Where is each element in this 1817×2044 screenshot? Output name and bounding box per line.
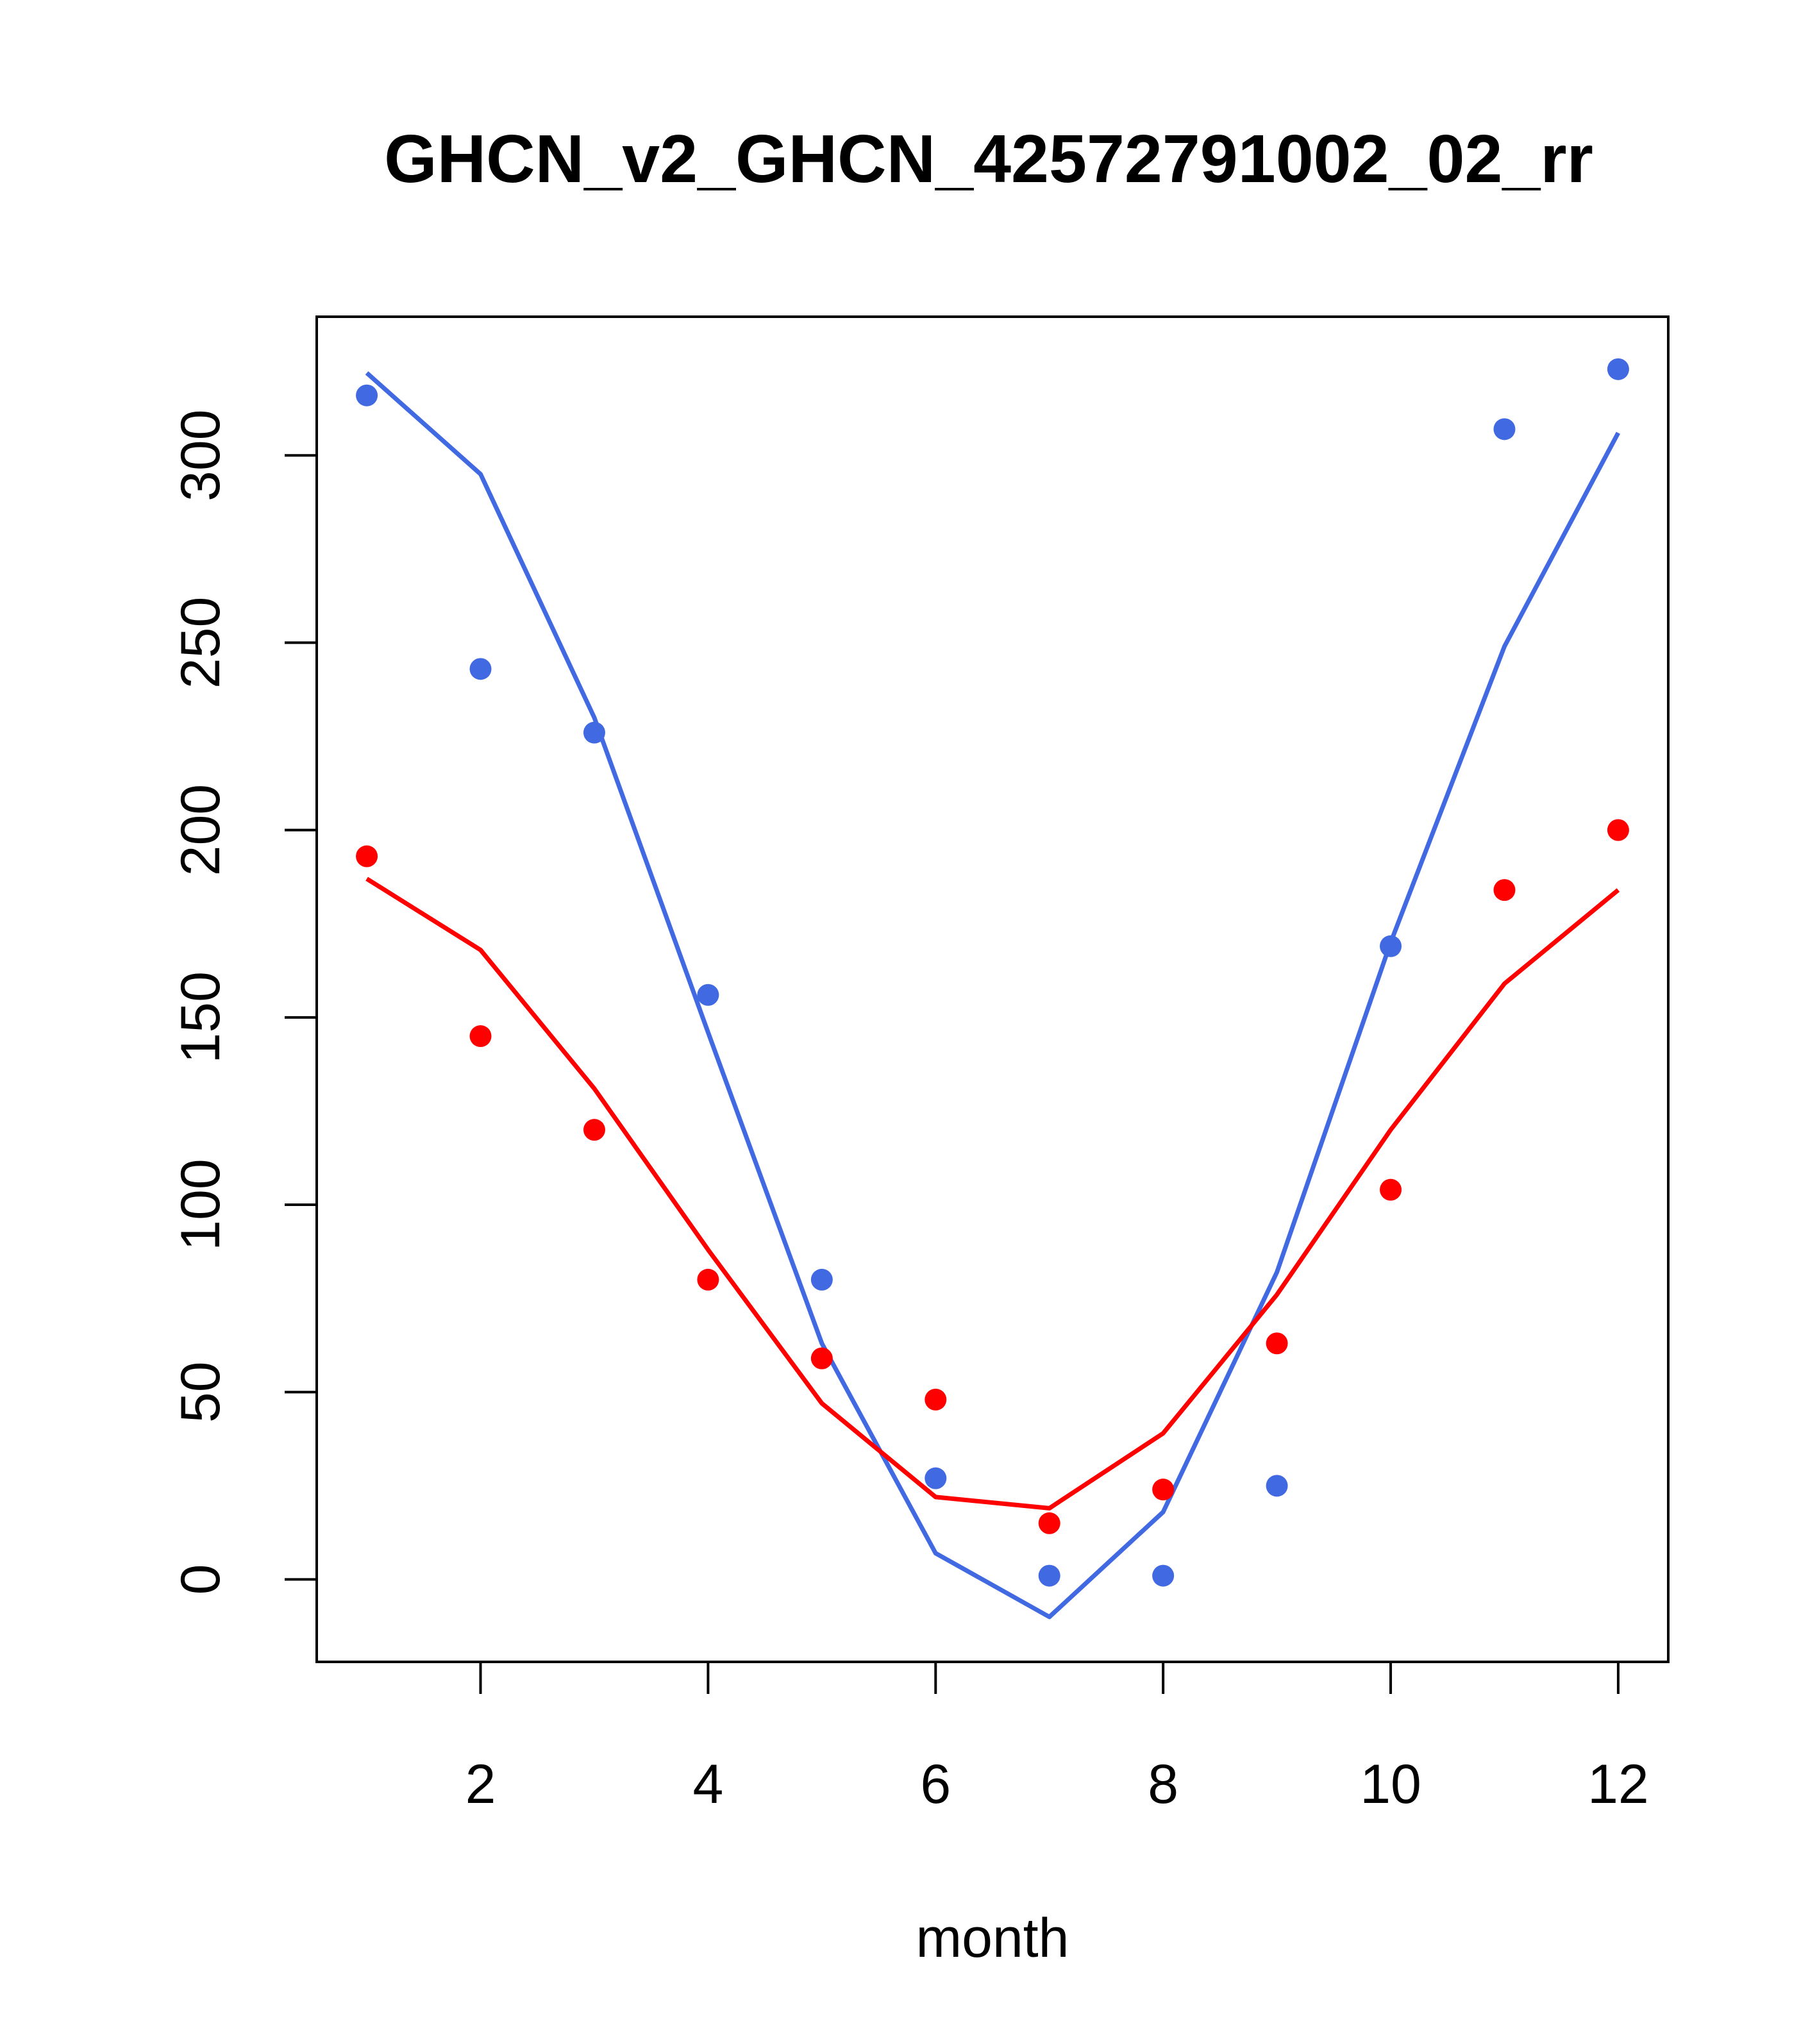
data-point	[925, 1388, 947, 1411]
data-point	[925, 1467, 947, 1489]
series-layer	[356, 358, 1629, 1620]
data-point	[1266, 1475, 1288, 1497]
data-point	[1266, 1332, 1288, 1355]
x-tick-label: 10	[1360, 1754, 1421, 1815]
data-point	[1038, 1564, 1060, 1587]
series-line	[365, 371, 1621, 1620]
data-point	[1493, 418, 1516, 440]
data-point	[1493, 879, 1516, 901]
data-point	[1152, 1564, 1175, 1587]
y-tick-label: 0	[170, 1564, 231, 1595]
data-point	[697, 1268, 719, 1291]
x-axis-label: month	[916, 1907, 1069, 1969]
y-tick-label: 50	[170, 1361, 231, 1423]
series-2	[356, 819, 1629, 1534]
plot-frame	[315, 315, 1670, 1663]
y-tick-label: 250	[170, 597, 231, 689]
data-point	[1607, 358, 1629, 380]
data-point	[1607, 819, 1629, 841]
y-tick-label: 150	[170, 971, 231, 1064]
y-tick-label: 300	[170, 409, 231, 501]
x-tick-label: 8	[1148, 1754, 1178, 1815]
series-1	[356, 358, 1629, 1620]
data-point	[810, 1347, 833, 1370]
x-axis: 2 4 6 8 10 12	[465, 1661, 1649, 1815]
data-point	[469, 1025, 492, 1048]
x-tick-label: 6	[920, 1754, 951, 1815]
data-point	[1380, 1178, 1402, 1201]
x-tick-label: 12	[1587, 1754, 1649, 1815]
data-point	[356, 384, 378, 406]
data-point	[697, 984, 719, 1006]
y-tick-label: 200	[170, 784, 231, 876]
series-line	[365, 876, 1620, 1511]
data-point	[583, 1119, 605, 1141]
data-point	[356, 845, 378, 867]
y-axis: 0 50 100 150 200 250 300	[170, 409, 318, 1595]
data-point	[583, 721, 605, 744]
data-point	[469, 658, 492, 680]
data-point	[1038, 1512, 1060, 1534]
data-point	[1152, 1479, 1175, 1501]
data-point	[810, 1268, 833, 1291]
x-tick-label: 2	[465, 1754, 496, 1815]
y-tick-label: 100	[170, 1159, 231, 1251]
chart-title: GHCN_v2_GHCN_42572791002_02_rr	[384, 121, 1593, 197]
x-tick-label: 4	[692, 1754, 723, 1815]
data-point	[1380, 935, 1402, 957]
